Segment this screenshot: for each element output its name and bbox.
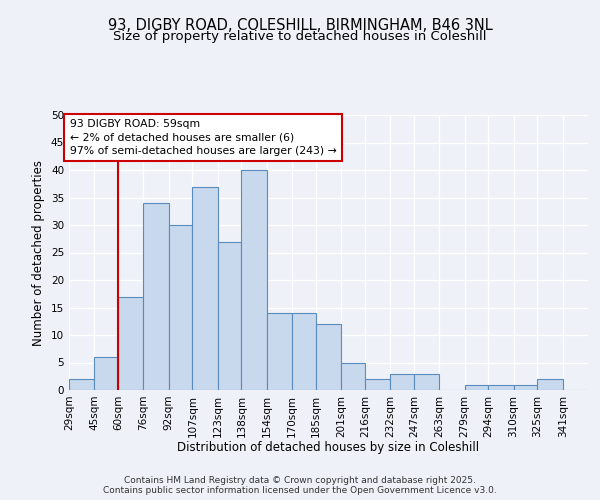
Bar bbox=[69, 379, 94, 390]
Bar bbox=[341, 362, 365, 390]
Bar bbox=[267, 313, 292, 390]
Bar bbox=[94, 357, 118, 390]
Bar bbox=[169, 225, 193, 390]
Text: Size of property relative to detached houses in Coleshill: Size of property relative to detached ho… bbox=[113, 30, 487, 43]
Bar bbox=[316, 324, 341, 390]
Bar bbox=[488, 384, 514, 390]
Bar bbox=[514, 384, 538, 390]
Text: Contains HM Land Registry data © Crown copyright and database right 2025.: Contains HM Land Registry data © Crown c… bbox=[124, 476, 476, 485]
Bar bbox=[218, 242, 241, 390]
Bar bbox=[118, 296, 143, 390]
Text: 93, DIGBY ROAD, COLESHILL, BIRMINGHAM, B46 3NL: 93, DIGBY ROAD, COLESHILL, BIRMINGHAM, B… bbox=[107, 18, 493, 32]
Bar bbox=[193, 186, 218, 390]
X-axis label: Distribution of detached houses by size in Coleshill: Distribution of detached houses by size … bbox=[178, 441, 479, 454]
Bar bbox=[538, 379, 563, 390]
Bar bbox=[464, 384, 488, 390]
Bar bbox=[292, 313, 316, 390]
Y-axis label: Number of detached properties: Number of detached properties bbox=[32, 160, 46, 346]
Bar bbox=[143, 203, 169, 390]
Bar bbox=[414, 374, 439, 390]
Text: 93 DIGBY ROAD: 59sqm
← 2% of detached houses are smaller (6)
97% of semi-detache: 93 DIGBY ROAD: 59sqm ← 2% of detached ho… bbox=[70, 120, 337, 156]
Bar bbox=[241, 170, 267, 390]
Bar bbox=[390, 374, 414, 390]
Bar bbox=[365, 379, 390, 390]
Text: Contains public sector information licensed under the Open Government Licence v3: Contains public sector information licen… bbox=[103, 486, 497, 495]
